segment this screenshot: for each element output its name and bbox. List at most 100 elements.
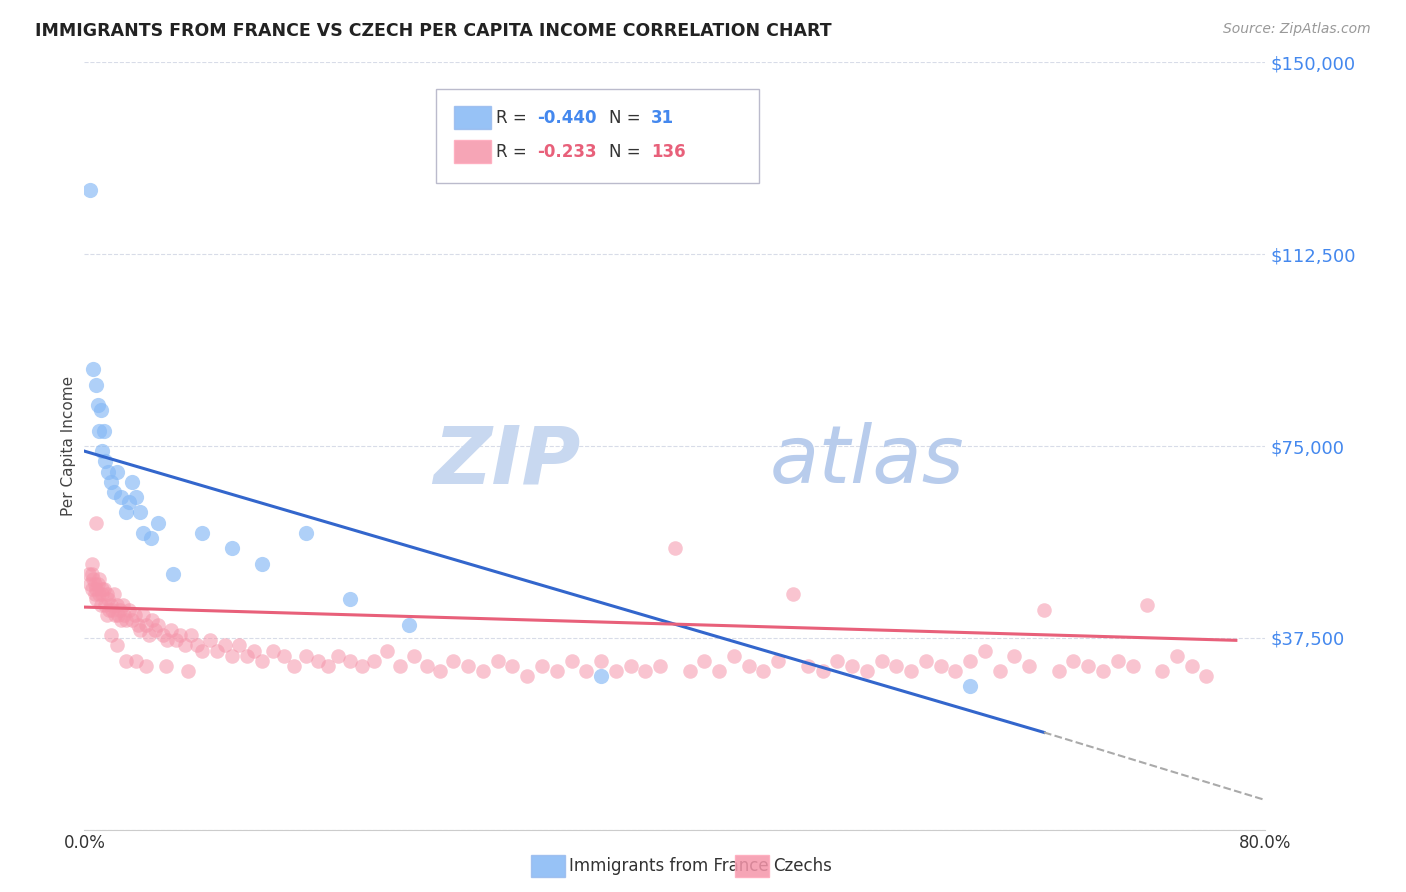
- Point: [91, 587, 114, 601]
- Point: [328, 648, 350, 663]
- Point: [80, 582, 103, 597]
- Point: [87, 587, 111, 601]
- Point: [221, 648, 243, 663]
- Point: [105, 598, 128, 612]
- Point: [129, 623, 152, 637]
- Point: [1195, 669, 1218, 683]
- Point: [180, 628, 202, 642]
- Point: [121, 475, 143, 489]
- Point: [250, 557, 273, 571]
- Point: [118, 495, 141, 509]
- Point: [94, 598, 117, 612]
- Point: [915, 654, 938, 668]
- Point: [83, 577, 105, 591]
- Point: [870, 654, 893, 668]
- Point: [91, 582, 114, 597]
- Point: [191, 643, 214, 657]
- Text: 31: 31: [651, 109, 673, 127]
- Text: N =: N =: [609, 143, 645, 161]
- Point: [974, 643, 997, 657]
- Point: [114, 613, 136, 627]
- Point: [693, 654, 716, 668]
- Point: [443, 654, 465, 668]
- Point: [84, 516, 107, 530]
- Point: [162, 566, 184, 581]
- Point: [768, 654, 790, 668]
- Point: [262, 643, 284, 657]
- Point: [139, 531, 162, 545]
- Point: [114, 654, 136, 668]
- Point: [91, 444, 114, 458]
- Text: R =: R =: [496, 143, 533, 161]
- Point: [108, 602, 131, 616]
- Point: [90, 598, 112, 612]
- Text: ZIP: ZIP: [433, 422, 581, 500]
- Point: [186, 639, 208, 653]
- Point: [546, 664, 568, 678]
- Point: [110, 490, 132, 504]
- Point: [634, 664, 657, 678]
- Point: [429, 664, 451, 678]
- Point: [207, 643, 229, 657]
- Point: [86, 398, 108, 412]
- Point: [416, 659, 439, 673]
- Point: [125, 654, 148, 668]
- Point: [900, 664, 922, 678]
- Point: [339, 654, 361, 668]
- Y-axis label: Per Capita Income: Per Capita Income: [60, 376, 76, 516]
- Point: [797, 659, 820, 673]
- Point: [501, 659, 523, 673]
- Point: [87, 424, 111, 438]
- Point: [155, 659, 177, 673]
- Point: [138, 628, 160, 642]
- Text: IMMIGRANTS FROM FRANCE VS CZECH PER CAPITA INCOME CORRELATION CHART: IMMIGRANTS FROM FRANCE VS CZECH PER CAPI…: [35, 22, 832, 40]
- Point: [198, 633, 221, 648]
- Point: [620, 659, 643, 673]
- Point: [121, 613, 143, 627]
- Point: [112, 607, 135, 622]
- Point: [132, 607, 155, 622]
- Point: [135, 618, 157, 632]
- Point: [93, 582, 115, 597]
- Point: [124, 607, 146, 622]
- Point: [152, 628, 174, 642]
- Point: [83, 587, 105, 601]
- Point: [472, 664, 495, 678]
- Point: [86, 577, 108, 591]
- Point: [82, 362, 104, 376]
- Point: [160, 623, 183, 637]
- Point: [389, 659, 412, 673]
- Point: [87, 572, 111, 586]
- Point: [84, 582, 107, 597]
- Point: [156, 633, 179, 648]
- Point: [1092, 664, 1115, 678]
- Point: [228, 639, 250, 653]
- Point: [77, 566, 100, 581]
- Point: [165, 633, 187, 648]
- Text: -0.440: -0.440: [537, 109, 596, 127]
- Point: [105, 465, 128, 479]
- Point: [307, 654, 329, 668]
- Point: [679, 664, 702, 678]
- Point: [214, 639, 236, 653]
- Point: [79, 577, 101, 591]
- Point: [84, 592, 107, 607]
- Point: [402, 648, 425, 663]
- Point: [143, 623, 166, 637]
- Point: [129, 506, 152, 520]
- Text: N =: N =: [609, 109, 645, 127]
- Point: [236, 648, 259, 663]
- Point: [1004, 648, 1026, 663]
- Point: [100, 475, 122, 489]
- Point: [811, 664, 834, 678]
- Point: [114, 506, 136, 520]
- Point: [1018, 659, 1040, 673]
- Point: [531, 659, 554, 673]
- Point: [457, 659, 479, 673]
- Point: [1077, 659, 1099, 673]
- Point: [752, 664, 775, 678]
- Point: [100, 598, 122, 612]
- Text: R =: R =: [496, 109, 533, 127]
- Point: [110, 613, 132, 627]
- Point: [141, 613, 163, 627]
